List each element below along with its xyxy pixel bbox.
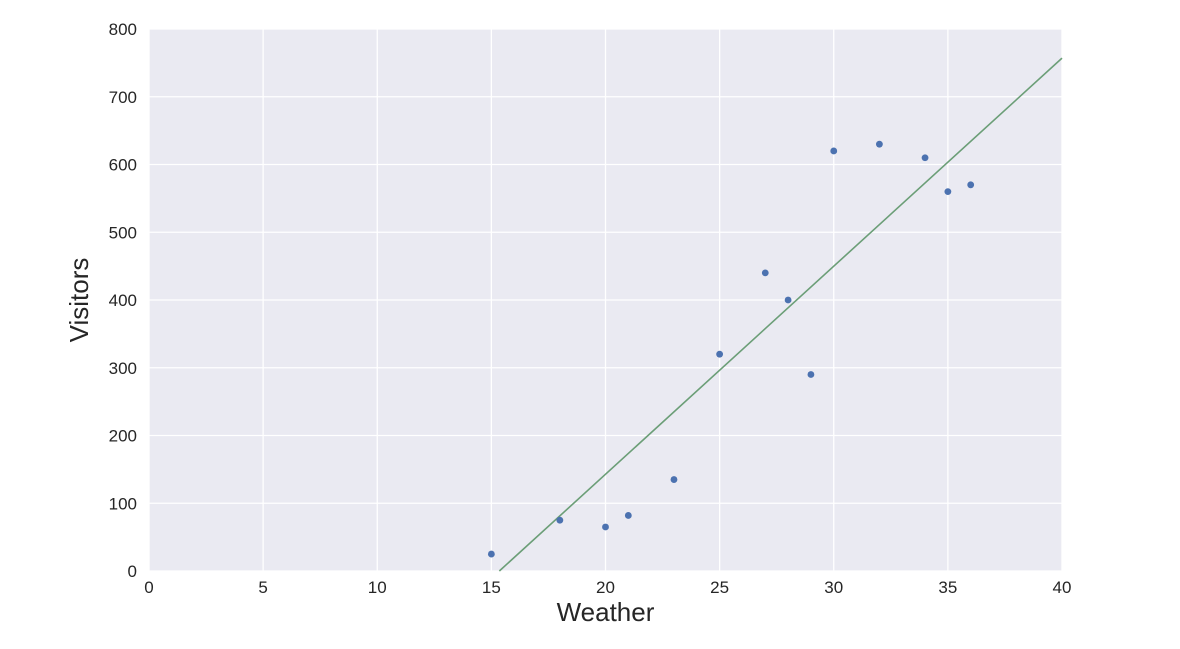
y-tick-label: 600 <box>109 156 137 175</box>
data-point <box>670 476 678 483</box>
data-point <box>876 140 883 148</box>
data-point <box>624 512 632 519</box>
x-axis-label: Weather <box>557 597 655 627</box>
x-tick-label: 40 <box>1053 578 1072 597</box>
x-tick-label: 15 <box>482 578 501 597</box>
data-point <box>807 371 815 378</box>
regression-line <box>498 57 1063 572</box>
x-tick-label: 0 <box>144 578 153 597</box>
y-tick-label: 100 <box>109 494 137 513</box>
x-tick-label: 5 <box>258 578 267 597</box>
x-tick-label: 35 <box>938 578 957 597</box>
y-axis-label: Visitors <box>64 258 94 343</box>
data-point <box>716 350 724 358</box>
data-point <box>784 296 792 304</box>
x-tick-label: 20 <box>596 578 615 597</box>
y-tick-label: 700 <box>109 88 137 107</box>
x-tick-label: 25 <box>710 578 729 597</box>
data-point <box>830 147 838 155</box>
data-points-layer <box>487 140 975 558</box>
y-tick-label: 300 <box>109 359 137 378</box>
y-tick-label: 800 <box>109 20 137 39</box>
data-point <box>921 154 929 162</box>
data-point <box>761 269 769 277</box>
data-point <box>967 181 975 189</box>
tick-label-layer: 0 5 10 15 20 25 30 35 40010020030040050060070080… <box>109 20 1072 597</box>
y-tick-label: 500 <box>109 223 137 242</box>
data-point <box>556 516 564 524</box>
y-tick-label: 200 <box>109 427 137 446</box>
data-point <box>487 550 495 558</box>
data-point <box>944 188 952 196</box>
data-point <box>602 523 609 531</box>
gridline-layer <box>148 28 1063 572</box>
x-tick-label: 30 <box>824 578 843 597</box>
y-tick-label: 0 <box>128 562 137 581</box>
x-tick-label: 10 <box>368 578 387 597</box>
y-tick-label: 400 <box>109 291 137 310</box>
regression-line-layer <box>498 57 1063 572</box>
